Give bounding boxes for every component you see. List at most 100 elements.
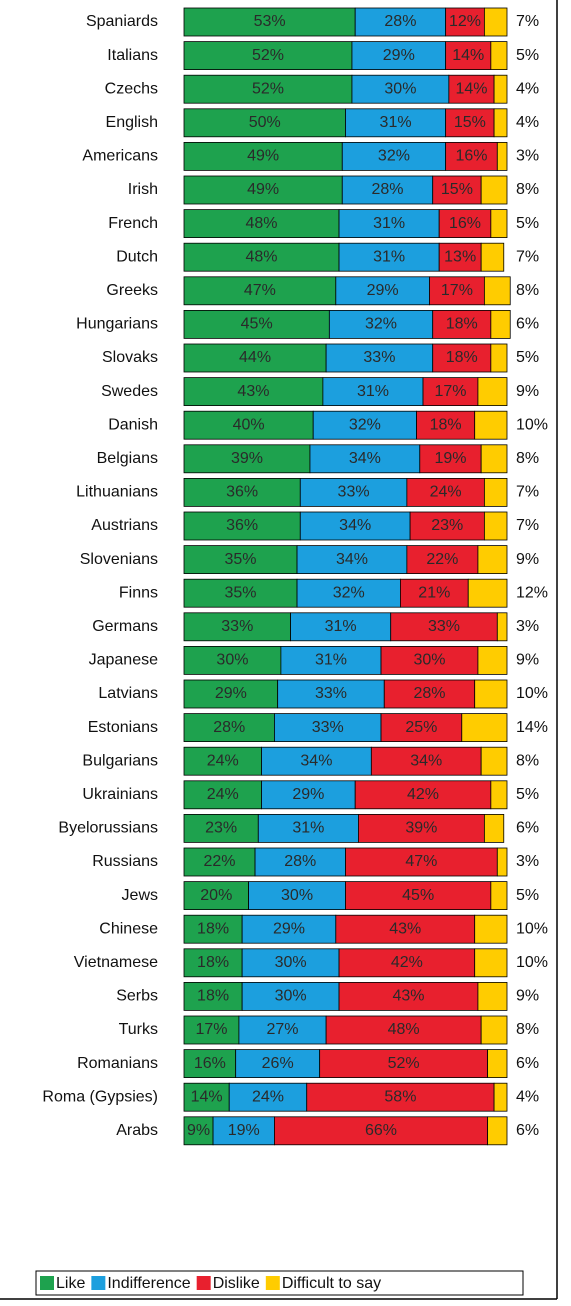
bar-segment xyxy=(296,545,408,574)
bar-segment xyxy=(496,612,508,642)
value-label: 32% xyxy=(349,416,381,433)
bar-segment xyxy=(358,814,485,843)
value-label: 50% xyxy=(249,114,281,131)
value-label: 14% xyxy=(191,1088,223,1105)
outside-value-label: 7% xyxy=(516,484,539,501)
bar-segment xyxy=(400,578,469,608)
bar-segment xyxy=(354,780,492,810)
value-label: 36% xyxy=(226,484,258,501)
bar-segment xyxy=(448,74,495,104)
bar-segment xyxy=(474,914,508,944)
bar-segment xyxy=(299,511,411,541)
category-label: Byelorussians xyxy=(58,820,158,837)
category-label: Danish xyxy=(108,416,158,433)
bar-segment xyxy=(228,1082,308,1112)
value-label: 35% xyxy=(225,551,257,568)
outside-value-label: 6% xyxy=(516,820,539,837)
legend-swatch xyxy=(40,1276,54,1290)
value-label: 36% xyxy=(226,517,258,534)
value-label: 34% xyxy=(410,752,442,769)
bar-segment xyxy=(183,948,243,978)
category-label: Belgians xyxy=(97,450,158,467)
bar-segment xyxy=(493,74,508,104)
value-label: 15% xyxy=(441,181,473,198)
category-label: Chinese xyxy=(99,920,158,937)
bar-segment xyxy=(483,7,508,37)
value-label: 43% xyxy=(237,383,269,400)
value-label: 42% xyxy=(407,786,439,803)
bar-segment xyxy=(483,511,508,541)
legend-label: Difficult to say xyxy=(282,1275,381,1292)
bar-segment xyxy=(296,578,401,608)
value-label: 30% xyxy=(216,652,248,669)
value-label: 49% xyxy=(247,181,279,198)
bar-segment xyxy=(493,1082,508,1112)
legend-label: Dislike xyxy=(213,1275,260,1292)
value-label: 29% xyxy=(273,920,305,937)
value-label: 34% xyxy=(300,752,332,769)
value-label: 17% xyxy=(434,383,466,400)
bar-segment xyxy=(248,881,346,910)
value-label: 40% xyxy=(233,416,265,433)
bar-segment xyxy=(183,746,262,776)
bar-segment xyxy=(183,780,262,810)
outside-value-label: 5% xyxy=(516,887,539,904)
bar-segment xyxy=(477,646,508,675)
category-label: Latvians xyxy=(98,685,158,702)
value-label: 18% xyxy=(446,349,478,366)
category-label: Romanians xyxy=(77,1055,158,1072)
bar-segment xyxy=(335,914,476,944)
bar-segment xyxy=(338,982,479,1011)
bar-segment xyxy=(477,377,508,407)
bar-segment xyxy=(261,780,356,810)
bar-segment xyxy=(183,74,353,104)
value-label: 45% xyxy=(241,316,273,333)
bar-segment xyxy=(490,881,508,910)
legend-label: Indifference xyxy=(107,1275,190,1292)
bar-segment xyxy=(487,1116,508,1146)
bar-segment xyxy=(322,377,424,407)
value-label: 22% xyxy=(204,853,236,870)
category-label: Turks xyxy=(119,1021,158,1038)
legend-swatch xyxy=(91,1276,106,1290)
value-label: 25% xyxy=(405,719,437,736)
value-label: 31% xyxy=(373,248,405,265)
value-label: 39% xyxy=(231,450,263,467)
value-label: 31% xyxy=(357,383,389,400)
bar-segment xyxy=(496,141,508,171)
legend-swatch xyxy=(265,1276,280,1290)
value-label: 23% xyxy=(431,517,463,534)
category-label: Czechs xyxy=(105,80,158,97)
value-label: 18% xyxy=(197,988,229,1005)
value-label: 44% xyxy=(239,349,271,366)
value-label: 58% xyxy=(384,1088,416,1105)
bar-segment xyxy=(290,612,392,642)
bar-segment xyxy=(461,713,508,742)
value-label: 19% xyxy=(228,1122,260,1139)
outside-value-label: 9% xyxy=(516,988,539,1005)
outside-value-label: 10% xyxy=(516,954,548,971)
value-label: 30% xyxy=(281,887,313,904)
value-label: 19% xyxy=(434,450,466,467)
bar-segment xyxy=(477,982,508,1011)
value-label: 47% xyxy=(405,853,437,870)
category-label: Spaniards xyxy=(86,13,158,30)
bar-segment xyxy=(490,209,508,239)
bar-segment xyxy=(445,41,492,70)
bar-segment xyxy=(496,847,508,877)
value-label: 43% xyxy=(392,988,424,1005)
bar-segment xyxy=(480,242,505,272)
value-label: 33% xyxy=(338,484,370,501)
bar-segment xyxy=(212,1116,275,1146)
category-label: Japanese xyxy=(89,652,158,669)
value-label: 24% xyxy=(430,484,462,501)
value-label: 49% xyxy=(247,148,279,165)
value-label: 12% xyxy=(449,13,481,30)
value-label: 33% xyxy=(428,618,460,635)
value-label: 42% xyxy=(391,954,423,971)
outside-value-label: 8% xyxy=(516,1021,539,1038)
value-label: 17% xyxy=(195,1021,227,1038)
bar-segment xyxy=(487,1049,508,1078)
value-label: 27% xyxy=(266,1021,298,1038)
